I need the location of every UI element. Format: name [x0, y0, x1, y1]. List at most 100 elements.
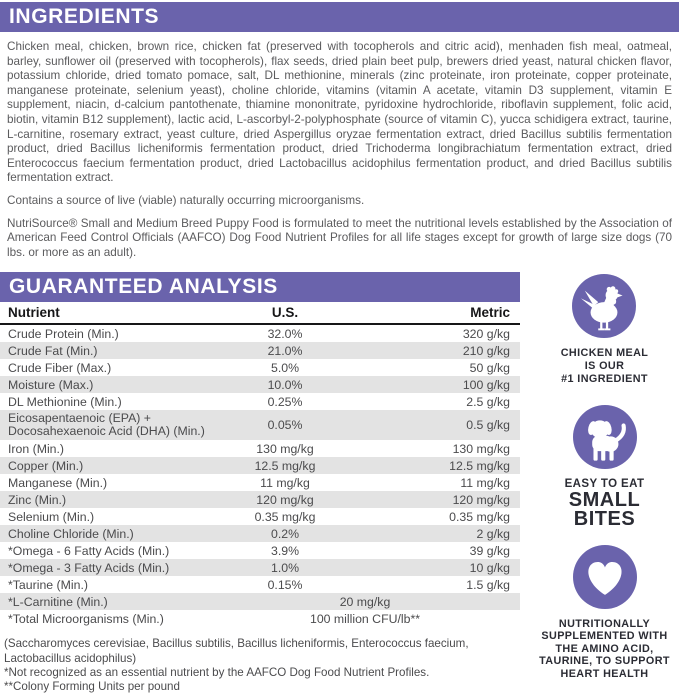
callout-small-bites-line-1: SMALL [568, 488, 641, 511]
callout-small-bites-kicker: EASY TO EAT [564, 478, 645, 491]
spanning-value-cell: 100 million CFU/lb** [309, 611, 421, 626]
metric-value-cell: 0.35 mg/kg [449, 509, 510, 524]
metric-value-cell: 1.5 g/kg [466, 577, 510, 592]
table-row: *Omega - 6 Fatty Acids (Min.) 3.9% 39 g/… [0, 542, 520, 559]
table-row: Manganese (Min.) 11 mg/kg 11 mg/kg [0, 474, 520, 491]
spanning-value-cell: 20 mg/kg [339, 594, 391, 609]
microorganisms-note: Contains a source of live (viable) natur… [7, 193, 365, 207]
puppy-icon [572, 405, 637, 470]
metric-value-cell: 120 mg/kg [452, 492, 510, 507]
table-row: Copper (Min.) 12.5 mg/kg 12.5 mg/kg [0, 457, 520, 475]
table-row: Crude Fat (Min.) 21.0% 210 g/kg [0, 342, 520, 360]
nutrient-cell: Selenium (Min.) [8, 509, 95, 524]
table-row: Zinc (Min.) 120 mg/kg 120 mg/kg [0, 491, 520, 509]
metric-value-cell: 50 g/kg [469, 360, 510, 375]
metric-value-cell: 0.5 g/kg [466, 418, 510, 433]
nutrient-cell: Iron (Min.) [8, 441, 65, 456]
us-value-cell: 1.0% [270, 560, 300, 575]
callout-heart-line-5: HEART HEALTH [560, 668, 649, 681]
nutrient-cell: Crude Fat (Min.) [8, 343, 98, 358]
callout-sidebar: CHICKEN MEAL IS OUR #1 INGREDIENT [530, 272, 679, 694]
guaranteed-analysis-section: GUARANTEED ANALYSIS Nutrient U.S. Metric… [0, 272, 679, 694]
callout-heart-line-4: TAURINE, TO SUPPORT [539, 655, 670, 668]
nutrient-cell: Copper (Min.) [8, 458, 84, 473]
metric-value-cell: 11 mg/kg [460, 475, 510, 490]
nutrient-cell: Crude Protein (Min.) [8, 326, 119, 341]
callout-chicken-line-3: #1 INGREDIENT [561, 372, 648, 385]
callout-small-bites: EASY TO EAT SMALL BITES [565, 405, 645, 529]
table-row: Eicosapentaenoic (EPA) + Docosahexaenoic… [0, 410, 520, 441]
us-value-cell: 0.15% [267, 577, 303, 592]
nutrient-cell: Zinc (Min.) [8, 492, 67, 507]
metric-value-cell: 100 g/kg [462, 377, 510, 392]
callout-heart-line-1: NUTRITIONALLY [558, 617, 651, 630]
table-footnotes: (Saccharomyces cerevisiae, Bacillus subt… [4, 637, 524, 694]
nutrient-cell: *Total Microorganisms (Min.) [8, 611, 164, 626]
metric-value-cell: 39 g/kg [469, 543, 510, 558]
table-row: Moisture (Max.) 10.0% 100 g/kg [0, 376, 520, 394]
nutrient-cell: Manganese (Min.) [8, 475, 108, 490]
chicken-icon [572, 274, 637, 339]
table-header-row: Nutrient U.S. Metric [0, 302, 520, 326]
us-value-cell: 0.2% [270, 526, 300, 541]
us-value-cell: 0.05% [267, 418, 303, 433]
footnote-microorganism-species: (Saccharomyces cerevisiae, Bacillus subt… [4, 637, 469, 665]
us-value-cell: 11 mg/kg [260, 475, 310, 490]
aafco-statement: NutriSource® Small and Medium Breed Pupp… [7, 216, 672, 259]
nutrient-cell: Eicosapentaenoic (EPA) + Docosahexaenoic… [0, 410, 210, 440]
us-value-cell: 130 mg/kg [256, 441, 314, 456]
us-value-cell: 3.9% [270, 543, 300, 558]
us-value-cell: 12.5 mg/kg [254, 458, 316, 473]
nutrient-cell: Moisture (Max.) [8, 377, 94, 392]
table-row: *Taurine (Min.) 0.15% 1.5 g/kg [0, 576, 520, 593]
metric-value-cell: 2.5 g/kg [466, 394, 510, 409]
us-value-cell: 32.0% [267, 326, 303, 341]
nutrient-line-2: Docosahexaenoic Acid (DHA) (Min.) [8, 424, 205, 439]
us-value-cell: 10.0% [267, 377, 303, 392]
table-row: Iron (Min.) 130 mg/kg 130 mg/kg [0, 440, 520, 457]
nutrient-cell: Choline Chloride (Min.) [8, 526, 134, 541]
table-row: *L-Carnitine (Min.) 20 mg/kg [0, 593, 520, 611]
callout-taurine-heart: NUTRITIONALLY SUPPLEMENTED WITH THE AMIN… [539, 544, 670, 681]
ingredients-list: Chicken meal, chicken, brown rice, chick… [7, 40, 672, 185]
nutrient-cell: DL Methionine (Min.) [8, 394, 122, 409]
nutrient-cell: *Omega - 3 Fatty Acids (Min.) [8, 560, 170, 575]
column-header-us: U.S. [210, 302, 360, 326]
metric-value-cell: 320 g/kg [462, 326, 510, 341]
callout-small-bites-line-2: BITES [573, 507, 636, 530]
footnote-not-recognized: *Not recognized as an essential nutrient… [4, 665, 430, 679]
table-row: Crude Fiber (Max.) 5.0% 50 g/kg [0, 359, 520, 376]
us-value-cell: 120 mg/kg [256, 492, 314, 507]
us-value-cell: 21.0% [267, 343, 303, 358]
us-value-cell: 5.0% [270, 360, 300, 375]
guaranteed-analysis-table: Nutrient U.S. Metric Crude Protein (Min.… [0, 302, 520, 627]
callout-heart-line-2: SUPPLEMENTED WITH [541, 630, 668, 643]
us-value-cell: 0.25% [267, 394, 303, 409]
metric-value-cell: 2 g/kg [476, 526, 511, 541]
ingredients-banner: INGREDIENTS [0, 2, 679, 32]
column-header-nutrient: Nutrient [0, 302, 210, 326]
metric-value-cell: 12.5 mg/kg [449, 458, 510, 473]
table-row: Selenium (Min.) 0.35 mg/kg 0.35 mg/kg [0, 508, 520, 525]
nutrient-cell: *Taurine (Min.) [8, 577, 88, 592]
table-row: *Omega - 3 Fatty Acids (Min.) 1.0% 10 g/… [0, 559, 520, 577]
nutrient-cell: *L-Carnitine (Min.) [8, 594, 108, 609]
table-row: DL Methionine (Min.) 0.25% 2.5 g/kg [0, 393, 520, 410]
callout-chicken-meal: CHICKEN MEAL IS OUR #1 INGREDIENT [561, 274, 649, 385]
metric-value-cell: 210 g/kg [462, 343, 510, 358]
nutrient-line-1: Eicosapentaenoic (EPA) + [8, 410, 151, 425]
us-value-cell: 0.35 mg/kg [254, 509, 316, 524]
callout-chicken-line-1: CHICKEN MEAL [560, 347, 649, 360]
metric-value-cell: 130 mg/kg [452, 441, 510, 456]
heart-icon [572, 544, 637, 609]
callout-chicken-line-2: IS OUR [584, 359, 625, 372]
guaranteed-analysis-column: GUARANTEED ANALYSIS Nutrient U.S. Metric… [0, 272, 530, 694]
ingredients-title: INGREDIENTS [9, 5, 160, 28]
callout-heart-line-3: THE AMINO ACID, [555, 642, 654, 655]
metric-value-cell: 10 g/kg [469, 560, 510, 575]
guaranteed-analysis-banner: GUARANTEED ANALYSIS [0, 272, 520, 303]
guaranteed-analysis-title: GUARANTEED ANALYSIS [9, 275, 278, 299]
column-header-metric: Metric [360, 302, 520, 326]
nutrient-cell: *Omega - 6 Fatty Acids (Min.) [8, 543, 170, 558]
nutrient-cell: Crude Fiber (Max.) [8, 360, 112, 375]
